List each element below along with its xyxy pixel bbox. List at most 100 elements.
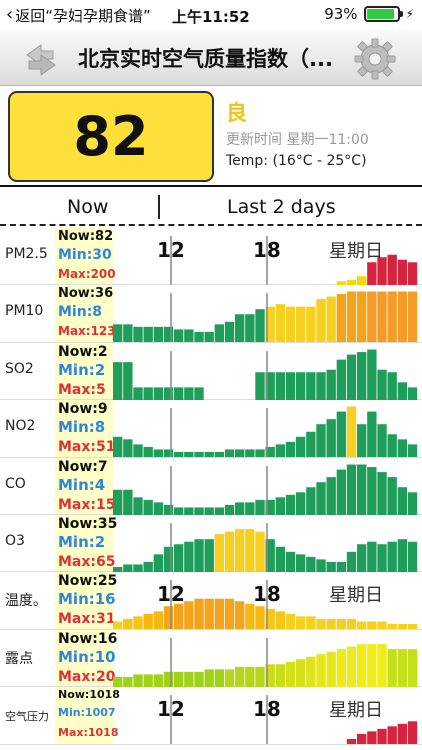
page-title: 北京实时空气质量指数（... — [78, 47, 333, 71]
chart-bar — [397, 439, 408, 458]
chart-bar — [336, 294, 347, 343]
chart-bar — [133, 674, 143, 687]
chart-bar — [336, 411, 347, 458]
chart-bar — [285, 442, 296, 458]
chart-bar — [113, 566, 123, 572]
stat-max: Max:5 — [58, 381, 106, 398]
metric-row[interactable]: 空气压力 Now:1018 Min:1007 Max:1018 12 18 星期日 — [0, 687, 422, 745]
chart-bar — [397, 723, 408, 745]
chart-bar — [306, 307, 316, 343]
metric-label: PM2.5 — [5, 246, 48, 262]
chart-bar — [407, 444, 418, 458]
chart-bar — [113, 621, 123, 630]
chart-bar — [306, 431, 316, 458]
metric-stats: Now:16 Min:10 Max:20 — [55, 629, 117, 687]
chart-bar — [143, 499, 153, 515]
chart-bar — [275, 372, 286, 400]
chart-bar — [133, 496, 143, 515]
chart-bar — [387, 434, 397, 458]
chart-bar — [184, 452, 194, 458]
chart-bar — [245, 501, 255, 515]
stat-min: Min:10 — [58, 647, 116, 666]
chart-bar — [316, 559, 326, 572]
tab-last-2-days[interactable]: Last 2 days — [227, 196, 336, 218]
back-label: 返回“孕妇孕期食谱” — [15, 6, 151, 25]
chart-bar — [326, 419, 336, 458]
tab-now[interactable]: Now — [67, 196, 109, 218]
chart-bar — [275, 444, 286, 458]
metric-row[interactable]: CO Now:7 Min:4 Max:15 — [0, 457, 422, 515]
chart-bar — [387, 254, 397, 285]
chart-bar — [194, 332, 204, 343]
chart-bar — [296, 372, 306, 400]
chart-bar — [113, 324, 123, 343]
refresh-button[interactable] — [18, 36, 64, 82]
settings-button[interactable] — [352, 36, 398, 82]
bar-chart — [113, 637, 418, 687]
metric-chart: 12 18 星期日 — [113, 572, 418, 630]
metric-chart: 12 18 星期日 — [113, 687, 418, 745]
metric-row[interactable]: 露点 Now:16 Min:10 Max:20 — [0, 629, 422, 688]
metric-row[interactable]: PM2.5 Now:82 Min:30 Max:200 12 18 星期日 — [0, 228, 422, 286]
chart-bar — [397, 291, 408, 343]
chart-bar — [357, 351, 367, 400]
chart-bar — [224, 531, 235, 572]
chart-bar — [143, 447, 153, 458]
aqi-level: 良 — [226, 101, 247, 125]
chart-bar — [255, 666, 265, 687]
aqi-updated-time: 更新时间 星期一11:00 — [226, 132, 369, 148]
chart-bar — [174, 387, 184, 400]
metric-stats: Now:2 Min:2 Max:5 — [55, 342, 113, 400]
battery-percent: 93% — [324, 5, 358, 23]
stat-now: Now:7 — [58, 458, 108, 475]
chart-bar — [153, 449, 164, 458]
time-axis-label: 12 — [157, 238, 185, 262]
chart-bar — [265, 664, 275, 687]
chart-bar — [265, 499, 275, 515]
stat-min: Min:1007 — [58, 706, 116, 720]
chart-bar — [387, 726, 397, 745]
chart-bar — [275, 496, 286, 515]
chart-bar — [367, 621, 377, 630]
battery-icon — [363, 6, 403, 22]
metric-row[interactable]: NO2 Now:9 Min:8 Max:51 — [0, 400, 422, 458]
chart-bar — [397, 648, 408, 687]
chart-bar — [296, 436, 306, 458]
chart-bar — [326, 476, 336, 515]
aqi-summary: 82 良 更新时间 星期一11:00 Temp: (16°C - 25°C) — [0, 87, 422, 187]
back-link[interactable]: ‹ 返回“孕妇孕期食谱” — [6, 5, 151, 26]
chart-bar — [224, 449, 235, 458]
charging-icon: ⚡ — [405, 7, 414, 21]
chart-bar — [387, 541, 397, 572]
metric-chart — [113, 515, 418, 572]
chart-bar — [275, 664, 286, 687]
metric-row[interactable]: SO2 Now:2 Min:2 Max:5 — [0, 342, 422, 401]
chart-bar — [255, 531, 265, 572]
chart-bar — [265, 372, 275, 400]
chart-bar — [367, 466, 377, 515]
metric-stats: Now:35 Min:2 Max:65 — [55, 514, 117, 572]
chart-bar — [336, 561, 347, 572]
metric-stats: Now:82 Min:30 Max:200 — [55, 228, 116, 285]
metric-stats: Now:36 Min:8 Max:123 — [55, 285, 116, 342]
time-axis-label: 星期日 — [329, 241, 383, 262]
chart-bar — [214, 506, 225, 515]
chart-bar — [204, 599, 214, 630]
stat-max: Max:31 — [58, 611, 116, 628]
chart-bar — [357, 464, 367, 515]
chart-bar — [174, 329, 184, 343]
chart-bar — [224, 322, 235, 343]
metric-row[interactable]: O3 Now:35 Min:2 Max:65 — [0, 514, 422, 573]
chart-bar — [316, 653, 326, 687]
stat-min: Min:4 — [58, 475, 106, 494]
chart-bar — [316, 299, 326, 343]
bar-chart: 12 18 星期日 — [157, 236, 418, 285]
chart-bar — [204, 452, 214, 458]
chart-bar — [194, 671, 204, 687]
chart-bar — [326, 619, 336, 630]
chart-bar — [194, 387, 204, 400]
chart-bar — [336, 359, 347, 400]
chart-bar — [255, 372, 265, 400]
metric-row[interactable]: 温度。 Now:25 Min:16 Max:31 12 18 星期日 — [0, 572, 422, 630]
metric-row[interactable]: PM10 Now:36 Min:8 Max:123 — [0, 285, 422, 343]
